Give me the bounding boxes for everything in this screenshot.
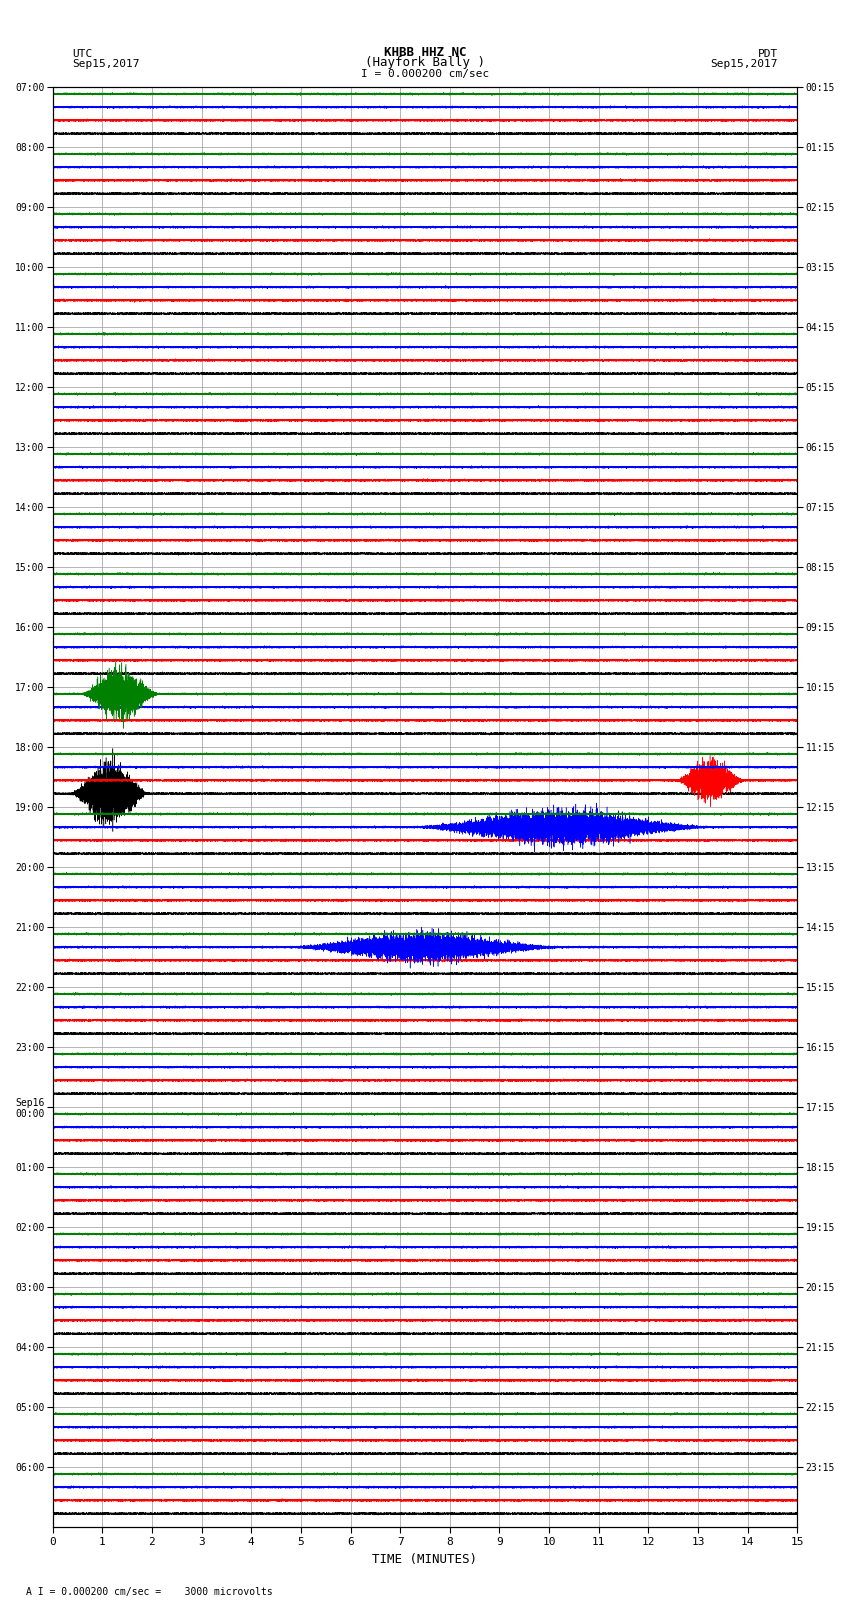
- Text: KHBB HHZ NC: KHBB HHZ NC: [383, 45, 467, 58]
- Text: PDT: PDT: [757, 48, 778, 58]
- Text: Sep15,2017: Sep15,2017: [72, 60, 139, 69]
- Text: UTC: UTC: [72, 48, 93, 58]
- Text: A I = 0.000200 cm/sec =    3000 microvolts: A I = 0.000200 cm/sec = 3000 microvolts: [26, 1587, 272, 1597]
- X-axis label: TIME (MINUTES): TIME (MINUTES): [372, 1553, 478, 1566]
- Text: I = 0.000200 cm/sec: I = 0.000200 cm/sec: [361, 69, 489, 79]
- Text: (Hayfork Bally ): (Hayfork Bally ): [365, 56, 485, 69]
- Text: Sep15,2017: Sep15,2017: [711, 60, 778, 69]
